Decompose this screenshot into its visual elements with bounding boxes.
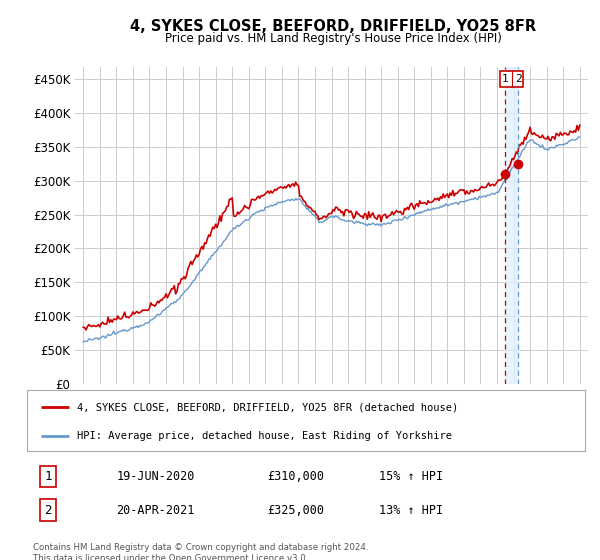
- Text: HPI: Average price, detached house, East Riding of Yorkshire: HPI: Average price, detached house, East…: [77, 431, 452, 441]
- Text: 15% ↑ HPI: 15% ↑ HPI: [379, 470, 443, 483]
- FancyBboxPatch shape: [500, 71, 523, 87]
- Text: Contains HM Land Registry data © Crown copyright and database right 2024.
This d: Contains HM Land Registry data © Crown c…: [33, 543, 368, 560]
- Text: 13% ↑ HPI: 13% ↑ HPI: [379, 503, 443, 517]
- Text: 2: 2: [44, 503, 52, 517]
- Text: 1: 1: [501, 74, 508, 85]
- Text: 19-JUN-2020: 19-JUN-2020: [116, 470, 194, 483]
- Text: £310,000: £310,000: [267, 470, 324, 483]
- Text: 2: 2: [515, 74, 522, 85]
- Bar: [505, 67, 518, 384]
- Text: 4, SYKES CLOSE, BEEFORD, DRIFFIELD, YO25 8FR (detached house): 4, SYKES CLOSE, BEEFORD, DRIFFIELD, YO25…: [77, 402, 458, 412]
- Text: Price paid vs. HM Land Registry's House Price Index (HPI): Price paid vs. HM Land Registry's House …: [164, 31, 502, 45]
- Text: 20-APR-2021: 20-APR-2021: [116, 503, 194, 517]
- Text: £325,000: £325,000: [267, 503, 324, 517]
- Text: 4, SYKES CLOSE, BEEFORD, DRIFFIELD, YO25 8FR: 4, SYKES CLOSE, BEEFORD, DRIFFIELD, YO25…: [130, 20, 536, 34]
- Text: 1: 1: [44, 470, 52, 483]
